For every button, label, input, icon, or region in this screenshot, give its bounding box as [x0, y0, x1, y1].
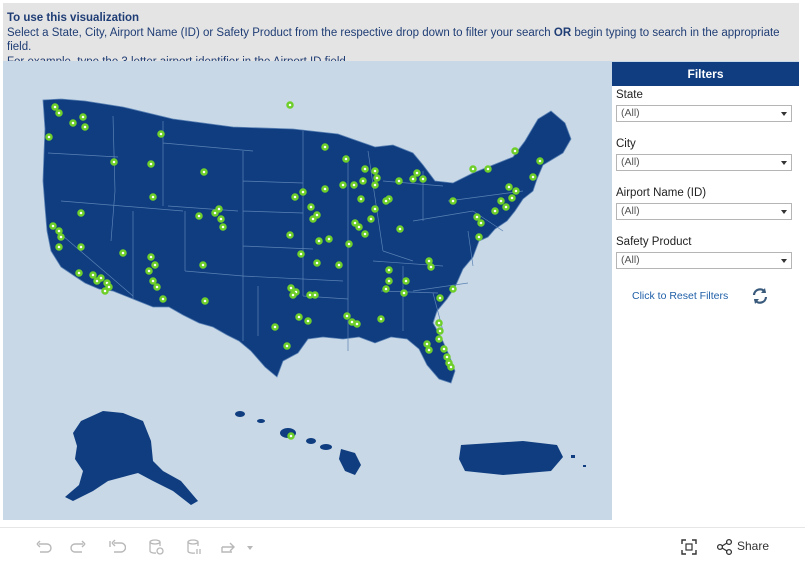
- us-virgin-islands: [571, 455, 586, 467]
- hawaii-islands: [235, 411, 361, 475]
- city-filter-label: City: [616, 138, 636, 150]
- city-dropdown[interactable]: (All): [616, 154, 792, 171]
- bottom-toolbar: Share: [0, 527, 805, 568]
- state-borders: [47, 115, 524, 351]
- safety-product-dropdown[interactable]: (All): [616, 252, 792, 269]
- airport-dropdown[interactable]: (All): [616, 203, 792, 220]
- refresh-data-icon[interactable]: [147, 538, 165, 556]
- filters-header: Filters: [612, 62, 799, 86]
- chevron-down-icon: [781, 259, 787, 263]
- redo-icon[interactable]: [70, 538, 88, 556]
- airport-filter: Airport Name (ID) (All): [616, 187, 794, 220]
- fullscreen-icon[interactable]: [680, 538, 698, 556]
- chevron-down-icon: [781, 161, 787, 165]
- instructions-line-1: Select a State, City, Airport Name (ID) …: [7, 26, 799, 55]
- filters-panel: Filters State (All) City (All) Airport N…: [612, 62, 799, 520]
- reset-refresh-icon[interactable]: [750, 286, 770, 306]
- instructions-text-a: Select a State, City, Airport Name (ID) …: [7, 26, 554, 39]
- state-filter-label: State: [616, 89, 643, 101]
- airport-dropdown-value: (All): [621, 205, 640, 217]
- safety-product-filter-label: Safety Product: [616, 236, 692, 248]
- state-dropdown-value: (All): [621, 107, 640, 119]
- safety-product-dropdown-value: (All): [621, 254, 640, 266]
- share-icon[interactable]: [716, 538, 734, 556]
- instructions-title: To use this visualization: [7, 12, 140, 24]
- alaska-shape: [65, 411, 198, 505]
- city-filter: City (All): [616, 138, 794, 171]
- instructions-or: OR: [553, 26, 572, 39]
- contiguous-us-shape: [42, 98, 572, 384]
- airport-filter-label: Airport Name (ID): [616, 187, 707, 199]
- pause-data-icon[interactable]: [185, 538, 203, 556]
- state-filter: State (All): [616, 89, 794, 122]
- chevron-down-icon: [781, 210, 787, 214]
- reset-filters-link[interactable]: Click to Reset Filters: [632, 290, 729, 302]
- us-map[interactable]: [3, 61, 612, 520]
- map-view[interactable]: [3, 61, 799, 520]
- instructions-text-b: begin typing to search in the appropriat…: [7, 26, 780, 54]
- undo-icon[interactable]: [34, 538, 52, 556]
- airport-markers[interactable]: [45, 101, 544, 440]
- puerto-rico-shape: [459, 441, 563, 475]
- revert-icon[interactable]: [108, 538, 126, 556]
- device-preview-icon[interactable]: [220, 538, 260, 556]
- instructions-panel: To use this visualization Select a State…: [3, 3, 799, 68]
- safety-product-filter: Safety Product (All): [616, 236, 794, 269]
- state-dropdown[interactable]: (All): [616, 105, 792, 122]
- share-button[interactable]: Share: [737, 539, 770, 553]
- city-dropdown-value: (All): [621, 156, 640, 168]
- chevron-down-icon: [781, 112, 787, 116]
